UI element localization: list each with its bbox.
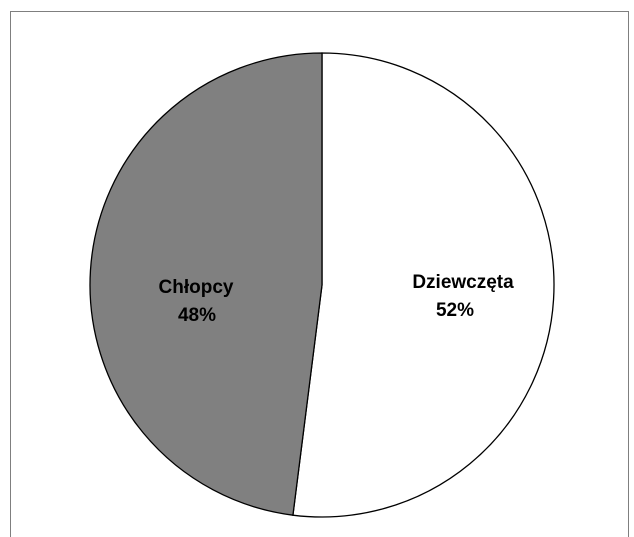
slice-label-1: Dziewczęta xyxy=(412,272,514,293)
slice-value-label-1: 52% xyxy=(436,300,474,321)
pie-slice-1 xyxy=(292,52,555,518)
pie-slice-2 xyxy=(89,52,323,516)
slice-label-2: Chłopcy xyxy=(159,277,234,298)
slice-value-label-2: 48% xyxy=(178,305,216,326)
